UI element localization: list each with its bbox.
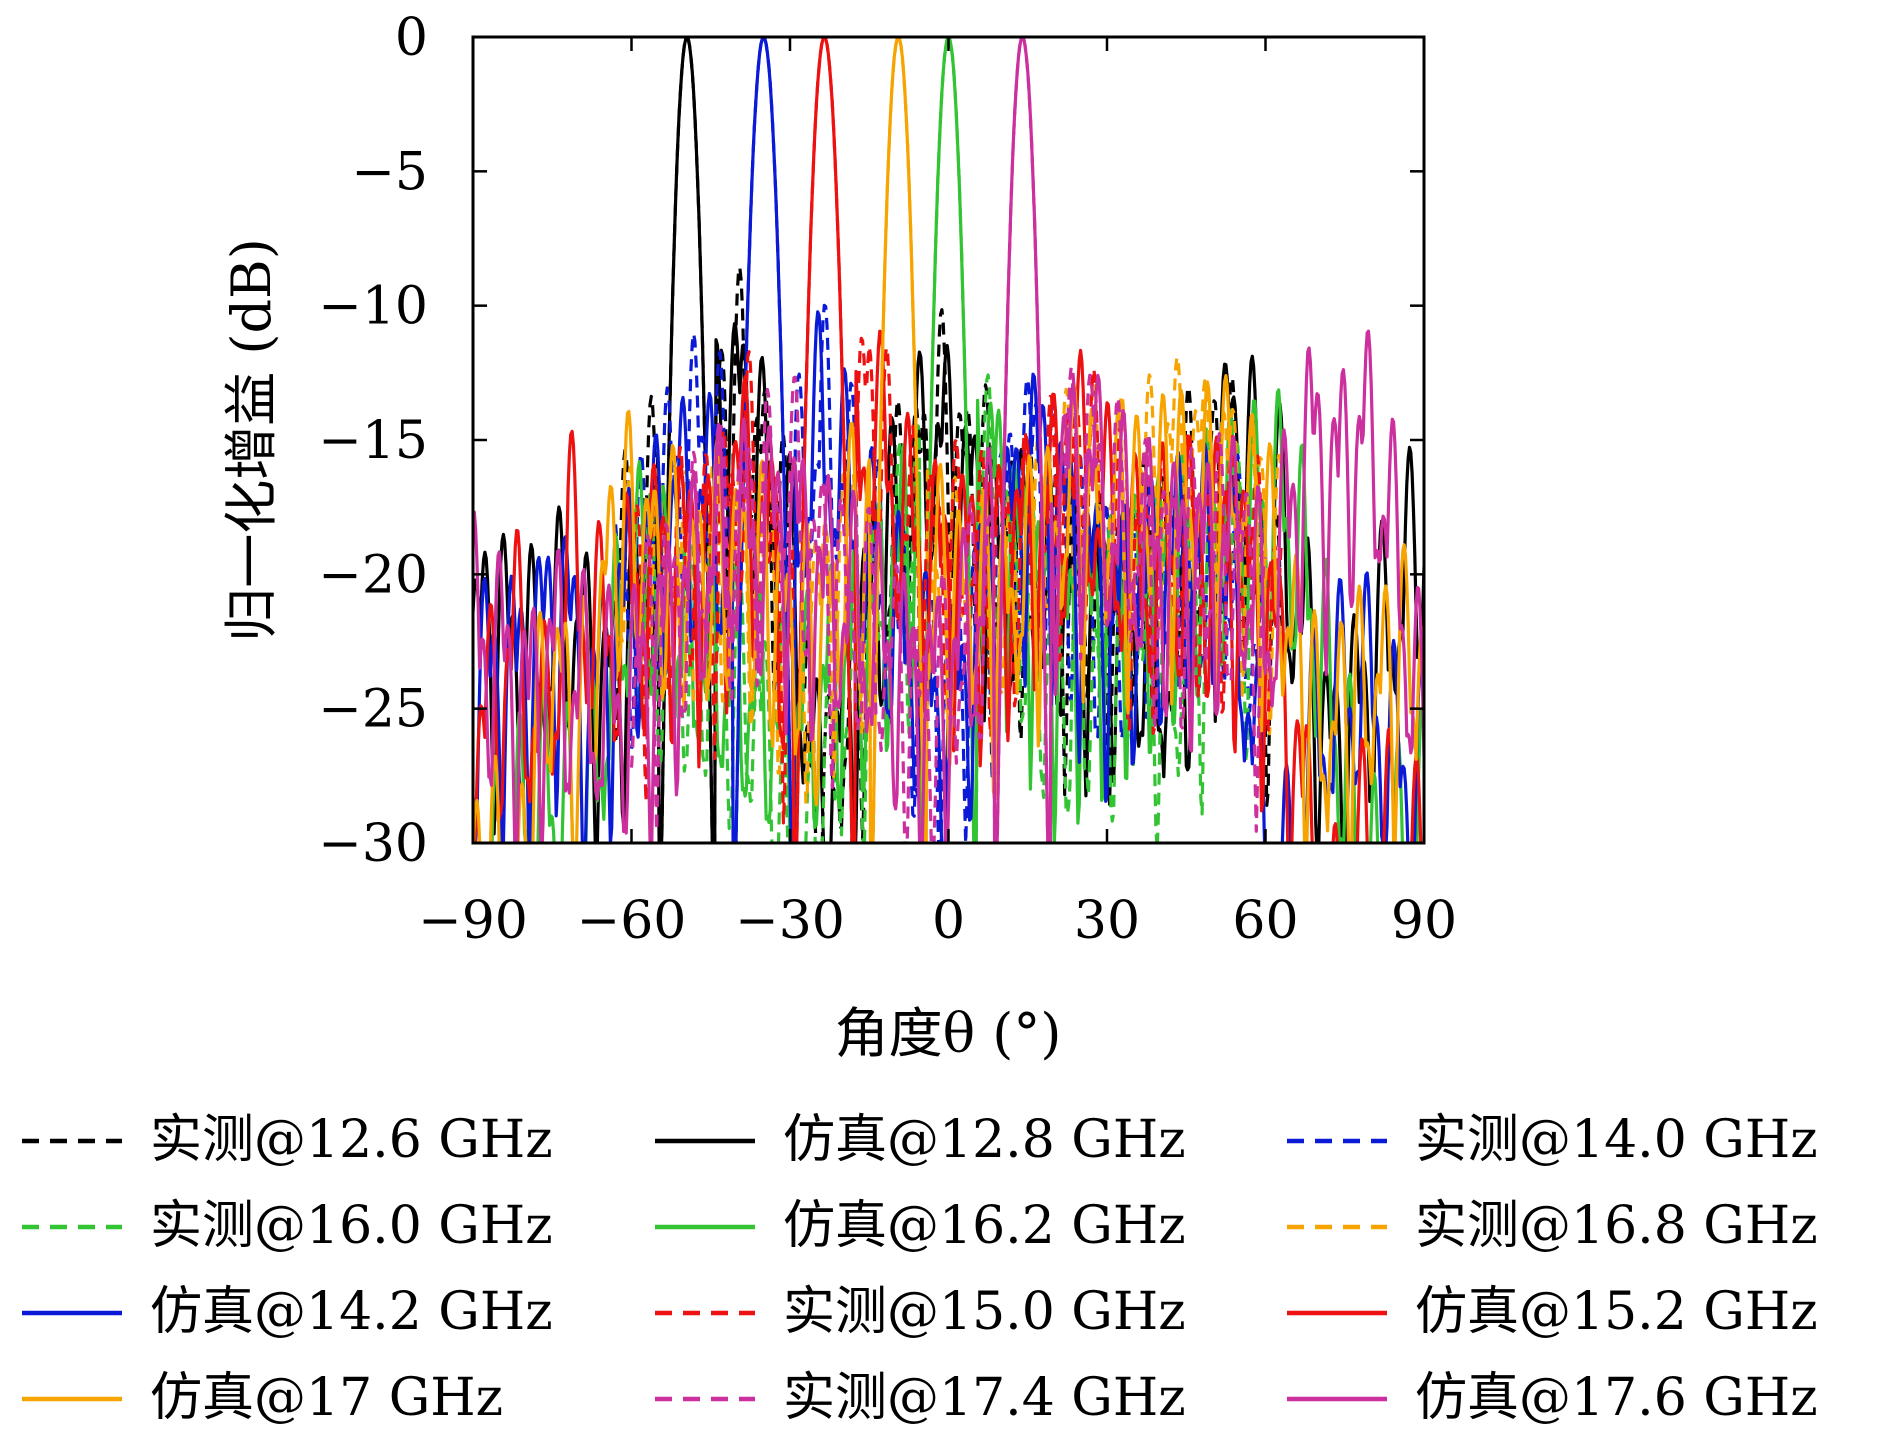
legend-label: 实测@17.4 GHz	[783, 1368, 1186, 1428]
legend-item: 仿真@17 GHz	[22, 1368, 503, 1428]
legend-item: 仿真@17.6 GHz	[1287, 1368, 1818, 1428]
series-line	[473, 37, 1424, 843]
legend-label: 仿真@12.8 GHz	[783, 1110, 1186, 1170]
x-tick-label: −60	[577, 891, 687, 951]
series-line	[473, 37, 1423, 843]
legend-label: 实测@16.8 GHz	[1415, 1196, 1818, 1256]
legend-label: 实测@16.0 GHz	[150, 1196, 553, 1256]
legend-item: 仿真@12.8 GHz	[655, 1110, 1186, 1170]
legend-item: 实测@15.0 GHz	[655, 1282, 1186, 1342]
x-tick-label: 90	[1391, 891, 1457, 951]
legend-label: 实测@12.6 GHz	[150, 1110, 553, 1170]
series-layer	[473, 37, 1424, 843]
legend-item: 实测@16.8 GHz	[1287, 1196, 1818, 1256]
legend-label: 实测@14.0 GHz	[1415, 1110, 1818, 1170]
tick-layer: −90 −60 −30 0 30 60 90 0 −5 −10 −15 −20 −25 −30	[318, 8, 1457, 951]
legend-item: 仿真@15.2 GHz	[1287, 1282, 1818, 1342]
y-tick-label: 0	[395, 8, 428, 68]
x-tick-label: 60	[1232, 891, 1298, 951]
legend-item: 仿真@16.2 GHz	[655, 1196, 1186, 1256]
legend-label: 实测@15.0 GHz	[783, 1282, 1186, 1342]
x-tick-label: −30	[735, 891, 845, 951]
y-axis-title: 归一化增益 (dB)	[220, 238, 283, 642]
x-tick-label: 30	[1074, 891, 1140, 951]
legend-label: 仿真@14.2 GHz	[150, 1282, 553, 1342]
legend-label: 仿真@16.2 GHz	[783, 1196, 1186, 1256]
y-tick-label: −15	[318, 411, 428, 471]
y-tick-label: −25	[318, 680, 428, 740]
y-tick-label: −30	[318, 814, 428, 874]
legend-item: 实测@16.0 GHz	[22, 1196, 553, 1256]
legend: 实测@12.6 GHz 仿真@12.8 GHz 实测@14.0 GHz 实测@16.0…	[22, 1110, 1818, 1428]
x-axis-title: 角度θ (°)	[835, 1002, 1062, 1065]
legend-label: 仿真@17 GHz	[150, 1368, 503, 1428]
legend-item: 实测@14.0 GHz	[1287, 1110, 1818, 1170]
y-tick-label: −10	[318, 277, 428, 337]
legend-item: 实测@12.6 GHz	[22, 1110, 553, 1170]
legend-item: 实测@17.4 GHz	[655, 1368, 1186, 1428]
legend-label: 仿真@15.2 GHz	[1415, 1282, 1818, 1342]
y-tick-label: −20	[318, 545, 428, 605]
legend-item: 仿真@14.2 GHz	[22, 1282, 553, 1342]
legend-label: 仿真@17.6 GHz	[1415, 1368, 1818, 1428]
x-tick-label: −90	[418, 891, 528, 951]
y-tick-label: −5	[351, 142, 428, 202]
x-tick-label: 0	[932, 891, 965, 951]
series-line	[629, 37, 1267, 843]
